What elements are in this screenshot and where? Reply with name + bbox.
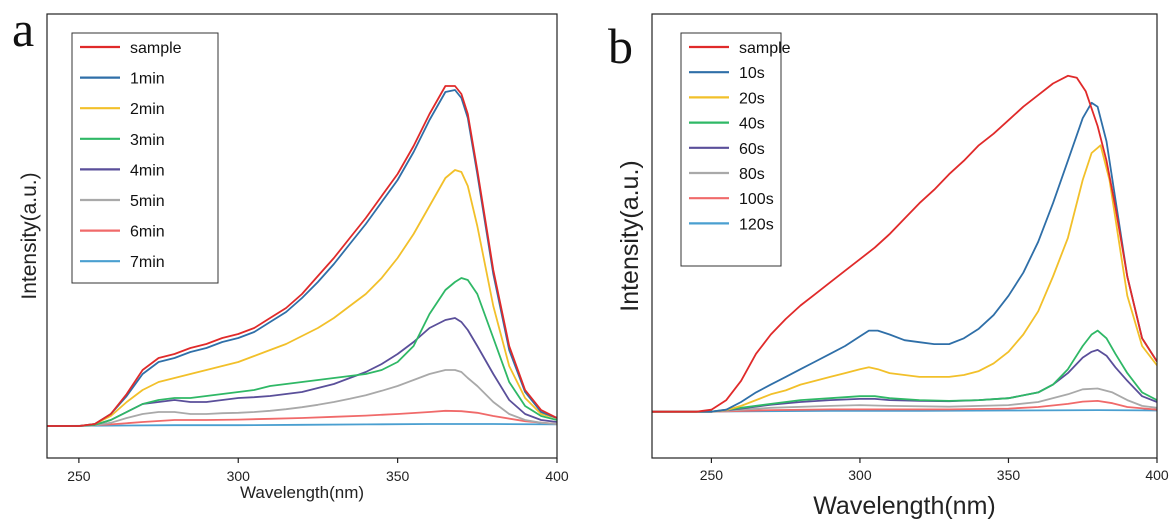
legend-label-80s: 80s xyxy=(739,166,765,183)
x-tick-label: 350 xyxy=(386,468,410,484)
panel-letter: a xyxy=(12,1,34,57)
series-line-3min xyxy=(47,277,557,427)
legend-label-4min: 4min xyxy=(130,162,165,179)
series-line-100s xyxy=(652,399,1157,413)
legend-label-40s: 40s xyxy=(739,116,765,133)
y-axis-label: Intensity(a.u.) xyxy=(18,172,41,299)
legend-label-10s: 10s xyxy=(739,65,765,82)
chart-panel-b: 250 300 350 400 Wavelength(nm) Intensity(a.u.… xyxy=(608,13,1169,520)
x-tick-label: 300 xyxy=(848,467,872,483)
legend-box xyxy=(71,32,219,284)
legend: sample 10s 20s 40s 60s 80s 100s 120s xyxy=(680,32,791,267)
chart-panel-a: 250 300 350 400 Wavelength(nm) Intensity(a.u.… xyxy=(12,1,569,502)
legend-label-sample: sample xyxy=(739,40,791,57)
x-tick-label: 300 xyxy=(227,468,251,484)
series-line-5min xyxy=(47,369,557,427)
series-line-10s xyxy=(652,101,1157,413)
plot-area xyxy=(47,85,557,427)
legend-label-100s: 100s xyxy=(739,191,774,208)
legend-label-3min: 3min xyxy=(130,132,165,149)
legend: sample 1min 2min 3min 4min 5min 6min 7min xyxy=(71,32,219,284)
plot-area xyxy=(652,74,1157,413)
x-tick-label: 400 xyxy=(545,468,569,484)
series-line-40s xyxy=(652,329,1157,413)
series-line-7min xyxy=(47,423,557,427)
series-line-80s xyxy=(652,387,1157,413)
legend-label-sample: sample xyxy=(130,40,182,57)
x-tick-label: 250 xyxy=(67,468,91,484)
series-line-2min xyxy=(47,169,557,427)
x-axis-label: Wavelength(nm) xyxy=(813,492,995,520)
y-axis-label: Intensity(a.u.) xyxy=(616,160,644,311)
panel-letter: b xyxy=(608,18,633,74)
series-line-20s xyxy=(652,144,1157,413)
legend-label-7min: 7min xyxy=(130,254,165,271)
legend-label-120s: 120s xyxy=(739,216,774,233)
legend-label-1min: 1min xyxy=(130,71,165,88)
series-line-sample xyxy=(652,74,1157,413)
x-tick-label: 400 xyxy=(1145,467,1169,483)
legend-label-2min: 2min xyxy=(130,101,165,118)
legend-label-5min: 5min xyxy=(130,193,165,210)
x-tick-label: 350 xyxy=(997,467,1021,483)
legend-label-60s: 60s xyxy=(739,141,765,158)
series-line-sample xyxy=(47,85,557,427)
plot-frame xyxy=(651,13,1158,459)
x-axis-label: Wavelength(nm) xyxy=(240,483,364,502)
legend-label-20s: 20s xyxy=(739,90,765,107)
legend-label-6min: 6min xyxy=(130,224,165,241)
x-tick-label: 250 xyxy=(700,467,724,483)
series-line-6min xyxy=(47,409,557,427)
plot-frame xyxy=(46,13,558,459)
series-line-4min xyxy=(47,317,557,427)
